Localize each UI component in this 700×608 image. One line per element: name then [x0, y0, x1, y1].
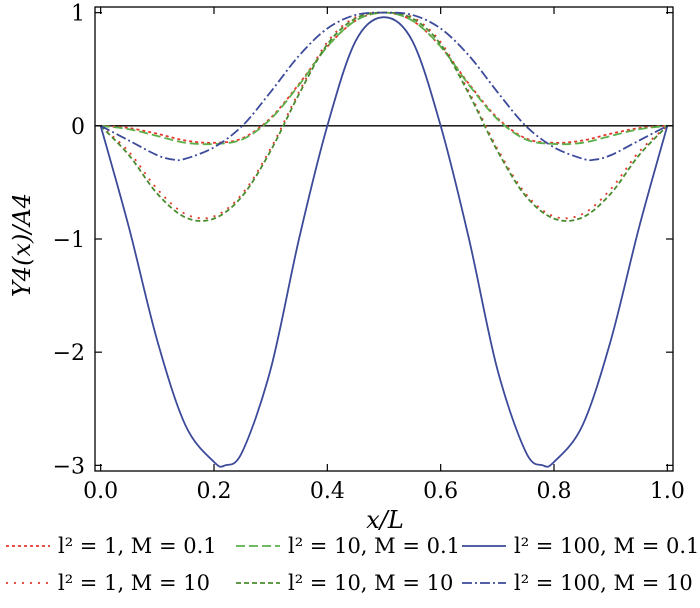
legend-label-1: l² = 1, M = 0.1 — [58, 534, 217, 558]
x-tick-label: 0.6 — [423, 479, 458, 504]
series-line-3 — [100, 11, 668, 146]
x-axis-label: x/L — [366, 506, 404, 534]
y-tick-label: −3 — [53, 454, 85, 479]
x-tick-label: 0.4 — [310, 479, 345, 504]
plot-area — [95, 11, 673, 468]
y-tick-label: 1 — [71, 2, 85, 27]
series-line-1 — [100, 11, 668, 144]
series-line-6 — [100, 11, 668, 162]
y-tick-label: −1 — [53, 228, 85, 253]
series-line-5 — [99, 16, 669, 468]
legend-label-5: l² = 100, M = 0.1 — [514, 534, 699, 558]
x-tick-label: 0.2 — [197, 479, 232, 504]
axes: 0.0 0.2 0.4 0.6 0.8 1.0 −3 −2 −1 0 1 — [53, 2, 685, 504]
y-tick-label: 0 — [71, 115, 85, 140]
x-tick-label: 0.8 — [537, 479, 572, 504]
y-tick-label: −2 — [53, 341, 85, 366]
series-line-2 — [100, 11, 668, 220]
y-axis-label: Y4(x)/A4 — [8, 193, 36, 297]
plot-frame — [94, 6, 674, 472]
legend-label-6: l² = 100, M = 10 — [514, 571, 693, 595]
x-tick-label: 0.0 — [83, 479, 118, 504]
legend-label-2: l² = 1, M = 10 — [58, 571, 210, 595]
legend-label-3: l² = 10, M = 0.1 — [288, 534, 460, 558]
legend-label-4: l² = 10, M = 10 — [288, 571, 453, 595]
series-line-4 — [100, 11, 668, 222]
legend: l² = 1, M = 0.1 l² = 10, M = 0.1 l² = 100,… — [6, 534, 699, 595]
x-tick-label: 1.0 — [650, 479, 685, 504]
